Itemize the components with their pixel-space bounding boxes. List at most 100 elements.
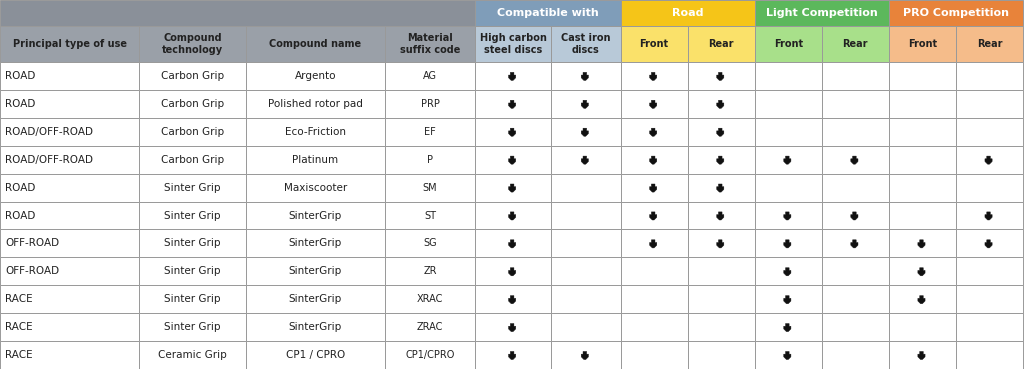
PathPatch shape [918, 296, 925, 304]
Bar [385, 146, 475, 174]
Bar [551, 230, 621, 257]
Bar [621, 0, 755, 26]
Bar [821, 201, 889, 230]
Bar [755, 174, 821, 201]
Bar [889, 257, 956, 285]
Bar [889, 230, 956, 257]
PathPatch shape [649, 156, 656, 164]
Text: Eco-Friction: Eco-Friction [285, 127, 346, 137]
PathPatch shape [985, 156, 992, 164]
Bar [551, 341, 621, 369]
PathPatch shape [509, 184, 516, 192]
Bar [551, 285, 621, 313]
Bar [246, 341, 385, 369]
PathPatch shape [783, 240, 791, 248]
PathPatch shape [783, 156, 791, 164]
Bar [889, 313, 956, 341]
Bar [889, 174, 956, 201]
PathPatch shape [649, 184, 656, 192]
Bar [385, 230, 475, 257]
Bar [956, 90, 1023, 118]
PathPatch shape [851, 240, 858, 248]
Text: ZRAC: ZRAC [417, 322, 443, 332]
Bar [551, 90, 621, 118]
Bar [246, 257, 385, 285]
Text: High carbon
steel discs: High carbon steel discs [479, 33, 547, 55]
Bar [755, 26, 821, 62]
Bar [956, 313, 1023, 341]
Bar [0, 201, 139, 230]
Bar [246, 26, 385, 62]
Bar [688, 146, 755, 174]
Bar [551, 201, 621, 230]
Text: ROAD: ROAD [5, 183, 36, 193]
Bar [246, 174, 385, 201]
PathPatch shape [717, 100, 724, 108]
Bar [755, 230, 821, 257]
Bar [475, 285, 551, 313]
Bar [139, 230, 246, 257]
Bar [139, 90, 246, 118]
PathPatch shape [582, 156, 589, 164]
Bar [956, 230, 1023, 257]
Bar [0, 146, 139, 174]
Text: Carbon Grip: Carbon Grip [161, 155, 224, 165]
Bar [0, 341, 139, 369]
Bar [246, 285, 385, 313]
Text: RACE: RACE [5, 294, 33, 304]
Text: Compound name: Compound name [269, 39, 361, 49]
Bar [621, 313, 688, 341]
PathPatch shape [509, 296, 516, 304]
Bar [385, 285, 475, 313]
Bar [889, 201, 956, 230]
Bar [475, 90, 551, 118]
Text: PRO Competition: PRO Competition [903, 8, 1009, 18]
PathPatch shape [509, 212, 516, 220]
Bar [755, 90, 821, 118]
PathPatch shape [717, 156, 724, 164]
Bar [246, 62, 385, 90]
Bar [889, 341, 956, 369]
Bar [821, 118, 889, 146]
Bar [755, 313, 821, 341]
Bar [889, 118, 956, 146]
Bar [475, 26, 551, 62]
Bar [139, 146, 246, 174]
Bar [475, 146, 551, 174]
Bar [385, 174, 475, 201]
Bar [821, 174, 889, 201]
Text: Front: Front [640, 39, 669, 49]
Text: Maxiscooter: Maxiscooter [284, 183, 347, 193]
PathPatch shape [649, 240, 656, 248]
Text: ROAD/OFF-ROAD: ROAD/OFF-ROAD [5, 155, 93, 165]
Text: ROAD/OFF-ROAD: ROAD/OFF-ROAD [5, 127, 93, 137]
Bar [139, 62, 246, 90]
PathPatch shape [509, 128, 516, 136]
Bar [889, 0, 1023, 26]
Text: Front: Front [908, 39, 937, 49]
Bar [821, 313, 889, 341]
Bar [475, 62, 551, 90]
Bar [475, 174, 551, 201]
Bar [755, 257, 821, 285]
Text: SinterGrip: SinterGrip [289, 238, 342, 248]
Text: RACE: RACE [5, 350, 33, 360]
Bar [0, 313, 139, 341]
Bar [688, 313, 755, 341]
PathPatch shape [717, 240, 724, 248]
Text: Platinum: Platinum [292, 155, 339, 165]
Bar [755, 62, 821, 90]
Text: Cast iron
discs: Cast iron discs [561, 33, 610, 55]
Bar [956, 146, 1023, 174]
Bar [621, 174, 688, 201]
Text: SinterGrip: SinterGrip [289, 294, 342, 304]
Bar [246, 313, 385, 341]
Text: Road: Road [672, 8, 703, 18]
Bar [551, 118, 621, 146]
Bar [688, 174, 755, 201]
Bar [621, 201, 688, 230]
Bar [139, 257, 246, 285]
Bar [246, 230, 385, 257]
PathPatch shape [985, 240, 992, 248]
Text: XRAC: XRAC [417, 294, 443, 304]
